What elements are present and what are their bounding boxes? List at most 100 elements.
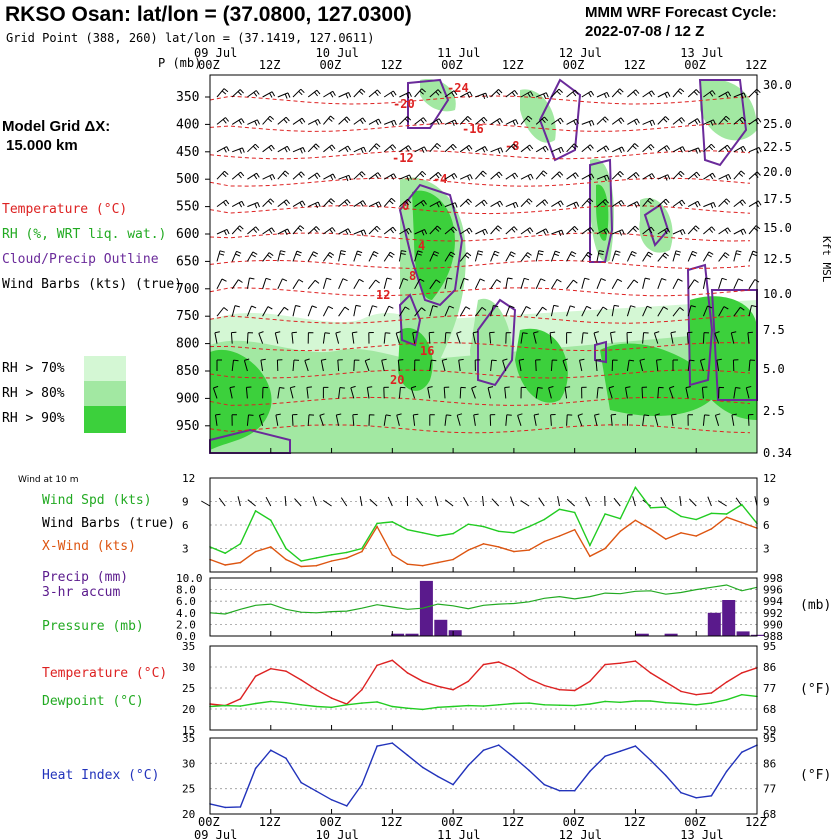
heat-point: [741, 751, 743, 753]
rh-shade-12: [639, 198, 673, 253]
wind-barb: [642, 197, 654, 207]
forecast-cycle: MMM WRF Forecast Cycle: 2022-07-08 / 12 …: [585, 3, 777, 41]
wind-barb: [459, 306, 471, 317]
wind-barb: [672, 228, 686, 236]
wind-point: [300, 560, 303, 562]
wind-barb: [319, 413, 325, 426]
wind-barb: [551, 171, 564, 180]
wind-barb: [262, 227, 275, 235]
wind-barb: [429, 225, 442, 235]
temp-line-1: [209, 693, 758, 711]
temp-contour-6: [209, 259, 751, 269]
wind-barb: [399, 116, 412, 125]
wind-barb: [292, 359, 300, 372]
wind-point: [467, 549, 470, 551]
wind-barb: [231, 359, 239, 372]
wind-barb: [657, 174, 671, 181]
temp-contour-label-6: 0: [402, 199, 409, 213]
wind-point: [741, 503, 743, 506]
rh-shade-2: [210, 349, 272, 450]
wind-frame: [209, 477, 758, 573]
pressure-label-900: 900: [176, 391, 199, 406]
wind-barb: [718, 144, 731, 153]
wind-point: [543, 518, 546, 521]
temp-point: [361, 702, 363, 704]
wind-barb: [626, 305, 636, 317]
wind-point: [421, 564, 424, 567]
wind-point: [725, 513, 728, 515]
temp-point: [558, 704, 561, 706]
wind-barb: [383, 144, 397, 153]
wind-barb: [368, 118, 382, 126]
heat-line-0: [209, 742, 758, 809]
legend-wind-barbs: Wind Barbs (true): [42, 516, 176, 531]
wind-barb: [671, 413, 677, 426]
top-hour-label: 00Z: [684, 58, 706, 72]
wind-barb: [505, 119, 519, 126]
temp-point: [604, 700, 606, 703]
wind-barb: [718, 173, 732, 181]
temp-point: [725, 681, 728, 683]
wind-barb: [429, 414, 435, 426]
temp-point: [315, 705, 318, 708]
wind-barb: [307, 226, 320, 235]
wind-barb: [475, 146, 488, 153]
bottom-hour-label: 12Z: [502, 815, 524, 829]
wind-barb: [626, 359, 635, 372]
rh-shade-6: [470, 298, 513, 384]
height-label-3: 20.0: [763, 165, 792, 179]
heat-point: [285, 757, 287, 760]
wind-barb: [733, 250, 742, 262]
wind-line-1: [209, 516, 758, 568]
wind-barb: [581, 277, 590, 289]
wind-barb: [505, 277, 513, 289]
wind-barb: [642, 277, 651, 289]
cloud-outline-8: [594, 340, 607, 364]
wind-barb: [441, 358, 448, 372]
wind-barb: [292, 147, 306, 154]
wind-barb: [323, 227, 336, 235]
wind-barb: [292, 305, 301, 317]
wind-barb: [277, 92, 291, 99]
wind-barb: [745, 386, 752, 399]
wind-barb: [322, 332, 330, 344]
wind-barb: [262, 386, 269, 399]
temp-point: [528, 702, 530, 704]
wind-barb: [262, 306, 273, 317]
cycle-line2: 2022-07-08 / 12 Z: [585, 23, 705, 40]
wind-barb: [549, 331, 556, 344]
wind-barb: [490, 200, 504, 208]
wind-barb: [414, 278, 425, 290]
wind-barb: [733, 145, 747, 153]
height-label-1: 25.0: [763, 117, 792, 131]
wind-barb: [535, 170, 548, 180]
wind-barb: [304, 358, 310, 372]
top-date-label: 10 Jul: [316, 46, 359, 60]
temp-point: [254, 675, 257, 677]
wind-point: [376, 522, 378, 525]
legend-rh70-swatch: [84, 356, 126, 382]
heat-frame: [209, 737, 758, 815]
heat-point: [558, 789, 561, 792]
cloud-outline-4: [589, 158, 614, 263]
temp-point: [513, 667, 515, 670]
legend-rh80-label: RH > 80%: [2, 386, 65, 401]
wind-barb: [383, 90, 397, 98]
wind-barb: [551, 200, 564, 208]
wind-barb: [353, 229, 367, 236]
wind-point: [239, 543, 242, 545]
wind-barb: [444, 90, 458, 98]
wind-point: [482, 543, 485, 545]
wind-barb: [277, 170, 290, 180]
heat-point: [239, 806, 242, 808]
wind-barb: [429, 279, 441, 290]
wind-barb: [535, 306, 547, 317]
sfc-wind-barb: [312, 496, 317, 507]
wind-barb: [398, 250, 407, 262]
temp-point: [573, 704, 576, 707]
precip-bar: [419, 580, 433, 636]
sfc-wind-barb: [247, 499, 256, 507]
wind-barb: [611, 117, 625, 125]
grid-point-label: Grid Point (388, 260) lat/lon = (37.1419…: [6, 31, 375, 45]
wind-barb: [459, 277, 469, 289]
